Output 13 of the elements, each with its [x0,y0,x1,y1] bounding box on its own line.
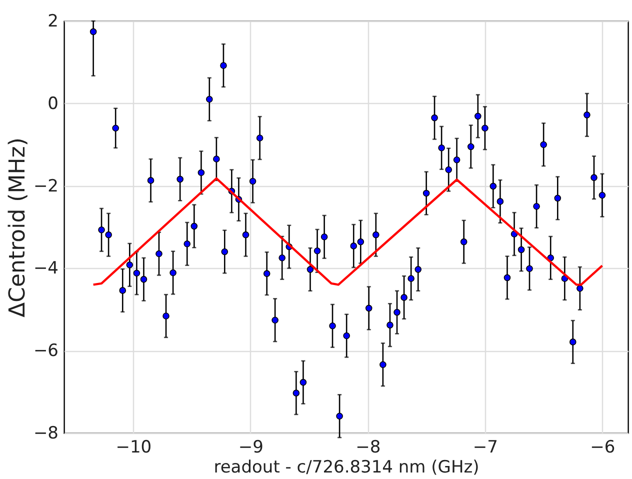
y-axis-title: ΔCentroid (MHz) [5,138,30,318]
x-axis-title: readout - c/726.8314 nm (GHz) [214,458,480,478]
x-tick-label: −8 [356,438,381,458]
x-tick-label: −10 [116,438,152,458]
y-tick-label: −2 [33,176,58,196]
x-tick-label: −7 [472,438,498,458]
y-tick-label: −8 [33,424,58,444]
y-tick-label: 0 [48,94,58,114]
y-tick-label: −6 [33,341,58,362]
y-tick-label: 2 [48,12,58,32]
x-tick-label: −9 [238,438,264,458]
y-tick-label: −4 [33,258,58,279]
x-tick-label: −6 [590,438,616,458]
